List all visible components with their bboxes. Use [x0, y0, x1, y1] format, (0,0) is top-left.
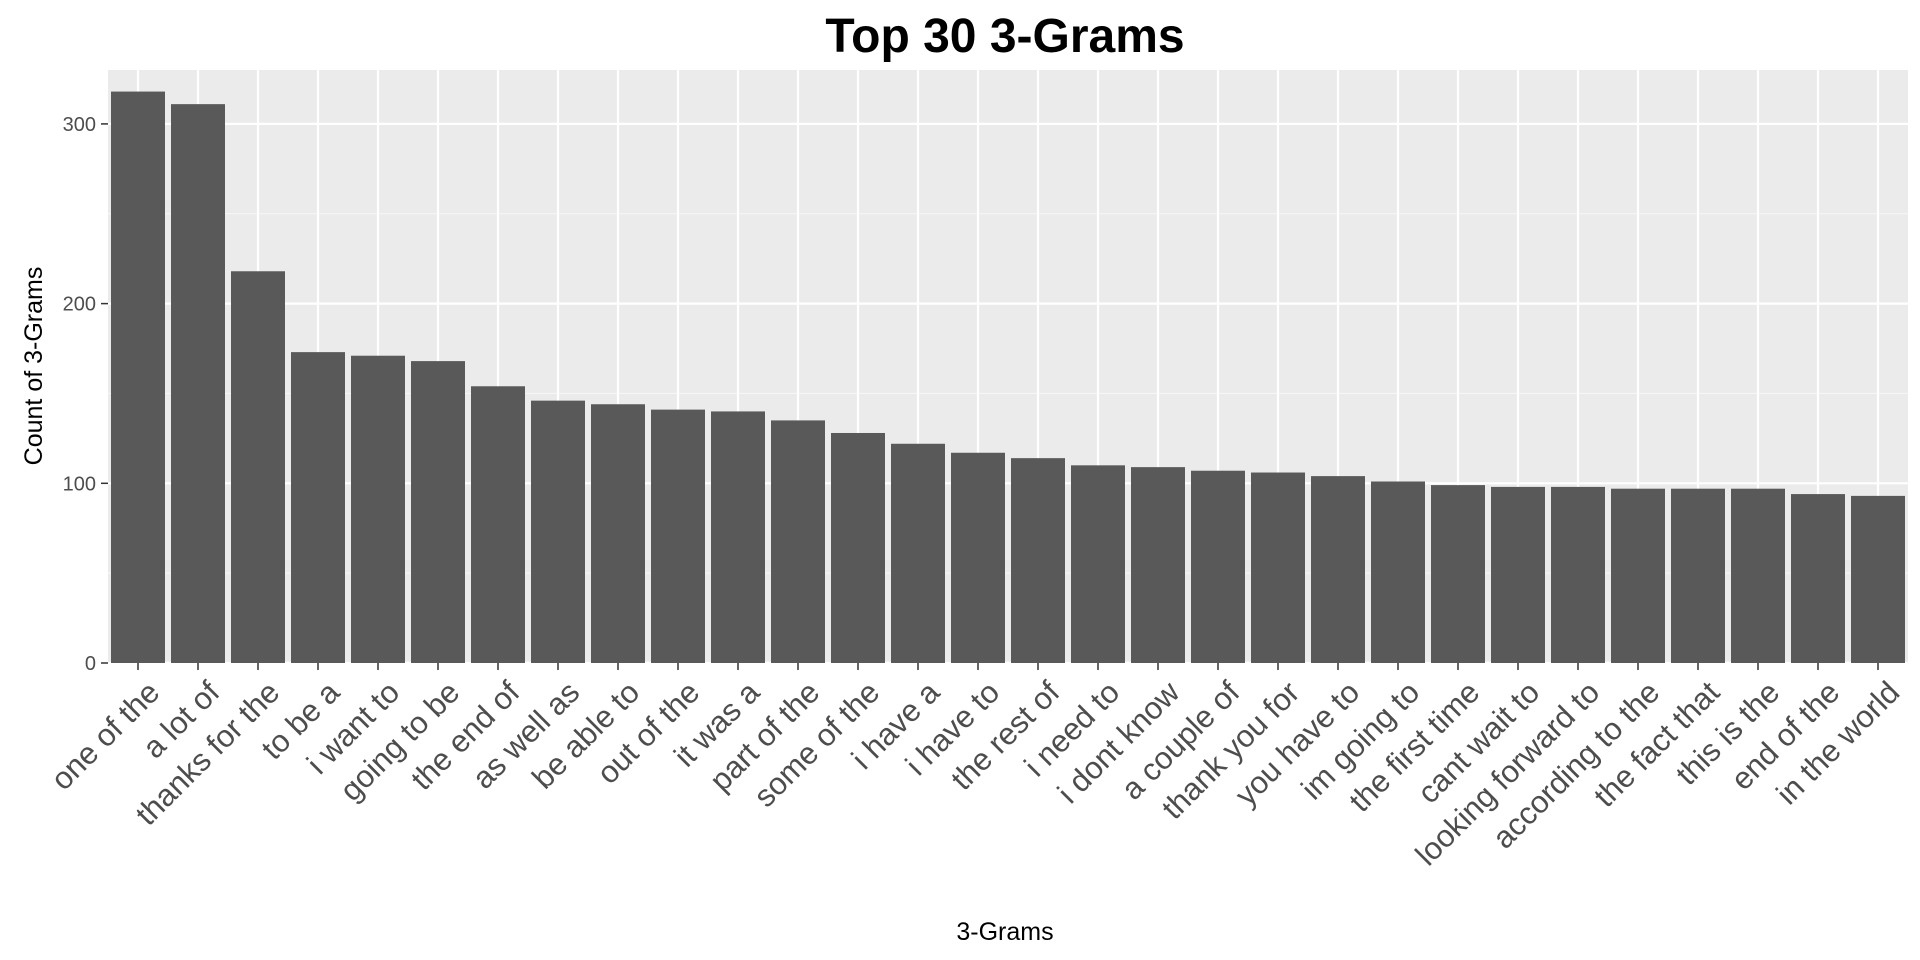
x-axis-title: 3-Grams [956, 918, 1053, 946]
y-tick-label: 300 [63, 114, 96, 136]
bar [1551, 486, 1605, 663]
bar [351, 355, 405, 663]
chart-title: Top 30 3-Grams [825, 10, 1184, 63]
bar [651, 409, 705, 663]
bar [1431, 485, 1485, 663]
bar [1311, 476, 1365, 663]
bar [1191, 470, 1245, 663]
bar [831, 432, 885, 663]
bar [171, 104, 225, 663]
bars [111, 91, 1905, 663]
bar [951, 452, 1005, 663]
bar [1131, 467, 1185, 663]
y-tick-label: 0 [85, 653, 96, 675]
minor-gridlines [108, 213, 1908, 574]
bar [891, 443, 945, 663]
bar [1011, 458, 1065, 663]
y-axis: 0 100 200 300 [63, 114, 108, 675]
bar [531, 400, 585, 663]
bar [591, 404, 645, 663]
bar [411, 361, 465, 663]
bar [1071, 465, 1125, 663]
bar [1491, 486, 1545, 663]
bar [231, 271, 285, 663]
y-tick-label: 200 [63, 294, 96, 316]
bar [111, 91, 165, 663]
bar [471, 386, 525, 663]
y-tick-label: 100 [63, 473, 96, 495]
bar [1371, 481, 1425, 663]
bar [1671, 488, 1725, 663]
bar [1851, 495, 1905, 663]
y-axis-title: Count of 3-Grams [20, 267, 48, 466]
plot-panel [108, 70, 1908, 663]
bar [291, 352, 345, 663]
bar [1251, 472, 1305, 663]
bar [1791, 494, 1845, 663]
bar [1611, 488, 1665, 663]
bar [771, 420, 825, 663]
bar [711, 411, 765, 663]
bar [1731, 488, 1785, 663]
